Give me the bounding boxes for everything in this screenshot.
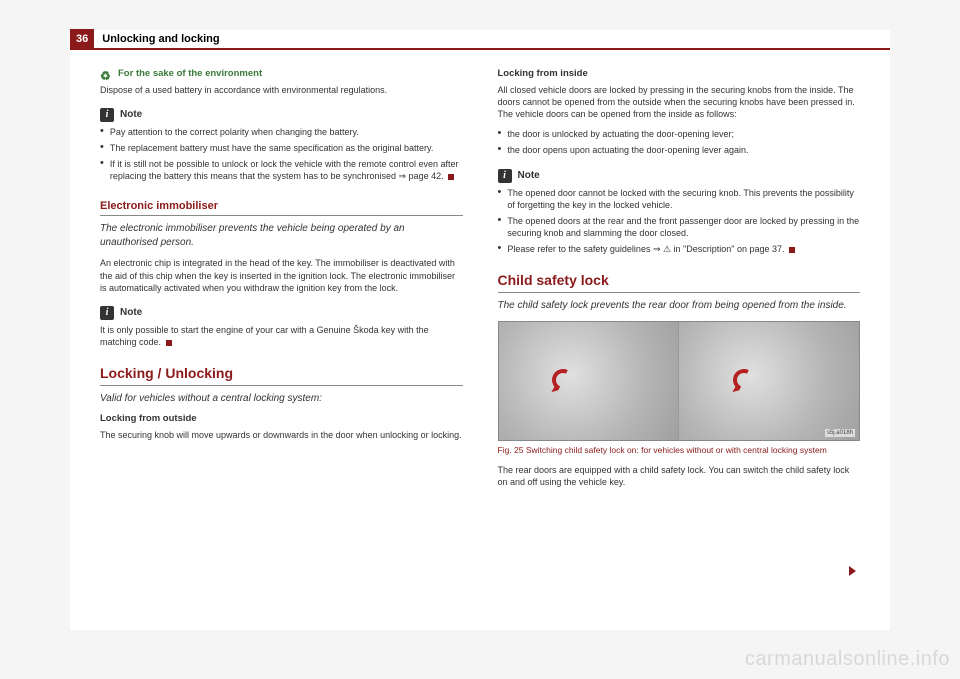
environment-text: Dispose of a used battery in accordance … <box>100 84 463 96</box>
rotation-arrow-icon <box>730 366 758 394</box>
right-column: Locking from inside All closed vehicle d… <box>498 68 861 496</box>
locking-inside-text: All closed vehicle doors are locked by p… <box>498 84 861 120</box>
immobiliser-note: It is only possible to start the engine … <box>100 324 463 348</box>
page-header: 36 Unlocking and locking <box>70 30 890 50</box>
figure-code: s5j.a018h <box>825 429 855 437</box>
locking-outside-text: The securing knob will move upwards or d… <box>100 429 463 441</box>
info-icon: i <box>498 169 512 183</box>
info-icon: i <box>100 108 114 122</box>
watermark: carmanualsonline.info <box>745 648 950 671</box>
info-icon: i <box>100 306 114 320</box>
note-label: Note <box>518 169 540 183</box>
note-heading-2: i Note <box>100 306 463 320</box>
end-marker <box>789 247 795 253</box>
rotation-arrow-icon <box>549 366 577 394</box>
immobiliser-intro: The electronic immobiliser prevents the … <box>100 222 463 249</box>
manual-page: 36 Unlocking and locking ♻ For the sake … <box>70 30 890 630</box>
inside-bullet: the door opens upon actuating the door-o… <box>498 144 861 156</box>
note-bullet: Pay attention to the correct polarity wh… <box>100 126 463 138</box>
note-label: Note <box>120 306 142 320</box>
childlock-intro: The child safety lock prevents the rear … <box>498 299 861 313</box>
figure-25: s5j.a018h <box>498 321 861 441</box>
end-marker <box>166 340 172 346</box>
continue-indicator-icon <box>849 566 856 576</box>
end-marker <box>448 174 454 180</box>
leaf-icon: ♻ <box>100 68 112 80</box>
note-heading-1: i Note <box>100 108 463 122</box>
locking-outside-label: Locking from outside <box>100 413 463 426</box>
note-bullet: The opened doors at the rear and the fro… <box>498 215 861 239</box>
note-heading-3: i Note <box>498 169 861 183</box>
locking-inside-label: Locking from inside <box>498 68 861 81</box>
figure-left-panel <box>499 322 680 440</box>
page-content: ♻ For the sake of the environment Dispos… <box>70 50 890 506</box>
environment-heading: ♻ For the sake of the environment <box>100 68 463 81</box>
page-number: 36 <box>70 29 94 49</box>
note-bullet: The replacement battery must have the sa… <box>100 142 463 154</box>
locking-intro: Valid for vehicles without a central loc… <box>100 392 463 406</box>
note-bullet: Please refer to the safety guidelines ⇒ … <box>498 243 861 255</box>
chapter-title: Unlocking and locking <box>102 33 219 45</box>
note-label: Note <box>120 108 142 122</box>
figure-right-panel: s5j.a018h <box>679 322 859 440</box>
inside-bullet: the door is unlocked by actuating the do… <box>498 128 861 140</box>
immobiliser-heading: Electronic immobiliser <box>100 199 463 217</box>
locking-heading: Locking / Unlocking <box>100 364 463 386</box>
left-column: ♻ For the sake of the environment Dispos… <box>100 68 463 496</box>
environment-heading-text: For the sake of the environment <box>118 68 262 81</box>
figure-caption: Fig. 25 Switching child safety lock on: … <box>498 445 861 456</box>
note-bullet: If it is still not be possible to unlock… <box>100 158 463 182</box>
childlock-heading: Child safety lock <box>498 271 861 293</box>
childlock-body: The rear doors are equipped with a child… <box>498 464 861 488</box>
immobiliser-body: An electronic chip is integrated in the … <box>100 257 463 293</box>
note-bullet: The opened door cannot be locked with th… <box>498 187 861 211</box>
